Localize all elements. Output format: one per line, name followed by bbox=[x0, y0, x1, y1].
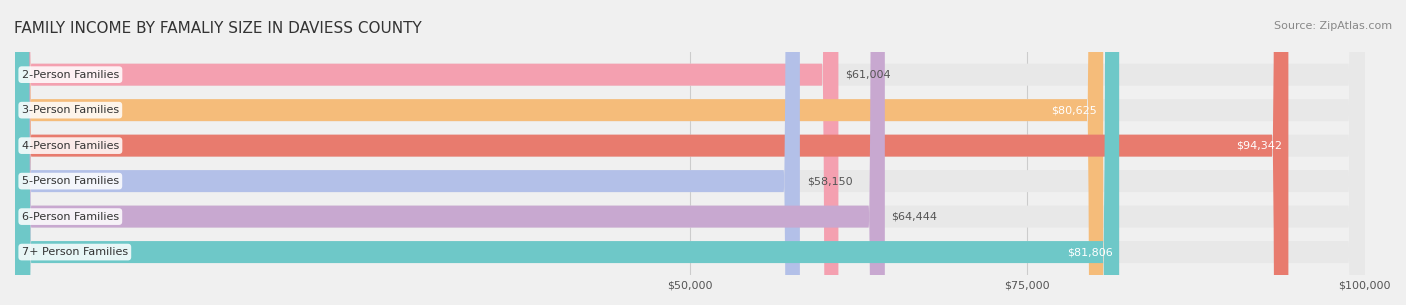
Text: Source: ZipAtlas.com: Source: ZipAtlas.com bbox=[1274, 21, 1392, 31]
Text: $80,625: $80,625 bbox=[1050, 105, 1097, 115]
FancyBboxPatch shape bbox=[15, 0, 1365, 305]
FancyBboxPatch shape bbox=[15, 0, 838, 305]
FancyBboxPatch shape bbox=[15, 0, 1288, 305]
Text: $64,444: $64,444 bbox=[891, 212, 938, 222]
FancyBboxPatch shape bbox=[15, 0, 1119, 305]
FancyBboxPatch shape bbox=[15, 0, 1365, 305]
Text: 5-Person Families: 5-Person Families bbox=[21, 176, 120, 186]
Text: $81,806: $81,806 bbox=[1067, 247, 1112, 257]
Text: 3-Person Families: 3-Person Families bbox=[21, 105, 120, 115]
Text: 2-Person Families: 2-Person Families bbox=[21, 70, 120, 80]
FancyBboxPatch shape bbox=[15, 0, 1365, 305]
Text: $94,342: $94,342 bbox=[1236, 141, 1282, 151]
Text: 4-Person Families: 4-Person Families bbox=[21, 141, 120, 151]
Text: 6-Person Families: 6-Person Families bbox=[21, 212, 120, 222]
Text: 7+ Person Families: 7+ Person Families bbox=[21, 247, 128, 257]
FancyBboxPatch shape bbox=[15, 0, 1365, 305]
Text: $61,004: $61,004 bbox=[845, 70, 891, 80]
FancyBboxPatch shape bbox=[15, 0, 1104, 305]
FancyBboxPatch shape bbox=[15, 0, 1365, 305]
FancyBboxPatch shape bbox=[15, 0, 1365, 305]
Text: $58,150: $58,150 bbox=[807, 176, 852, 186]
FancyBboxPatch shape bbox=[15, 0, 884, 305]
Text: FAMILY INCOME BY FAMALIY SIZE IN DAVIESS COUNTY: FAMILY INCOME BY FAMALIY SIZE IN DAVIESS… bbox=[14, 21, 422, 36]
FancyBboxPatch shape bbox=[15, 0, 800, 305]
